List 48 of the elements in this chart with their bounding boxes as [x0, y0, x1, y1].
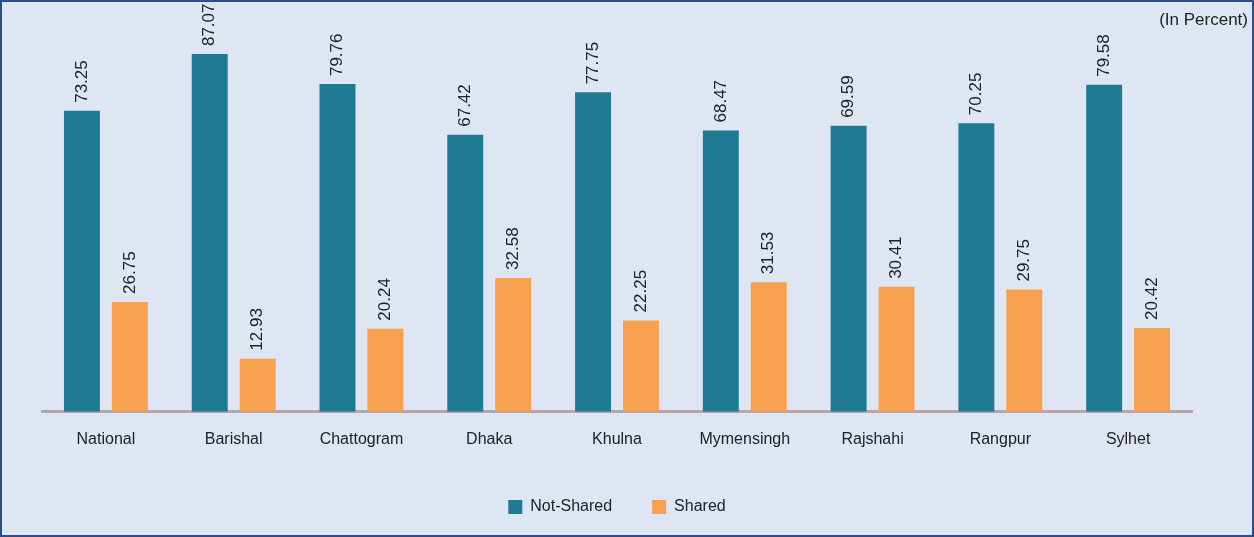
x-tick-label: Dhaka [466, 429, 513, 447]
data-label: 70.25 [966, 72, 986, 116]
data-label: 31.53 [758, 231, 778, 275]
data-label: 29.75 [1013, 239, 1033, 282]
bar [367, 328, 404, 412]
data-label: 87.07 [199, 3, 219, 47]
x-tick-label: Barishal [204, 429, 263, 447]
x-tick-label: Chattogram [319, 429, 404, 447]
bar [239, 358, 276, 412]
data-label: 79.76 [327, 33, 347, 77]
x-tick-label: National [76, 429, 136, 447]
x-tick-label: Rajshahi [841, 429, 904, 447]
data-label: 77.75 [582, 41, 602, 85]
bar [1086, 84, 1123, 412]
bar [878, 286, 915, 412]
x-tick-label: Sylhet [1105, 429, 1151, 447]
bar [111, 301, 148, 412]
data-label: 30.41 [886, 236, 906, 279]
bar [575, 92, 612, 412]
data-label: 22.25 [630, 269, 650, 313]
data-label: 79.58 [1093, 34, 1113, 77]
legend-label: Shared [674, 497, 726, 515]
bar [1006, 289, 1043, 412]
bar [191, 54, 228, 412]
bar [63, 110, 100, 412]
bar [702, 130, 739, 412]
bar [1134, 327, 1171, 412]
bar [958, 123, 995, 412]
data-label: 68.47 [710, 79, 730, 123]
legend-label: Not-Shared [530, 497, 613, 515]
data-label: 20.42 [1141, 277, 1161, 320]
bar [622, 320, 659, 412]
data-label: 12.93 [247, 308, 267, 351]
data-label: 67.42 [454, 84, 474, 127]
data-label: 69.59 [838, 75, 858, 118]
data-label: 20.24 [375, 278, 395, 321]
data-label: 26.75 [119, 251, 139, 294]
x-tick-label: Khulna [592, 429, 643, 447]
bar [495, 277, 532, 412]
bar [319, 84, 356, 412]
x-tick-label: Mymensingh [699, 429, 791, 447]
bar [750, 282, 787, 412]
bar [447, 134, 484, 412]
data-label: 32.58 [502, 227, 522, 270]
text: (In Percent) [1159, 10, 1248, 30]
bar [830, 125, 867, 412]
data-label: 73.25 [71, 60, 91, 103]
x-tick-label: Rangpur [969, 429, 1032, 447]
